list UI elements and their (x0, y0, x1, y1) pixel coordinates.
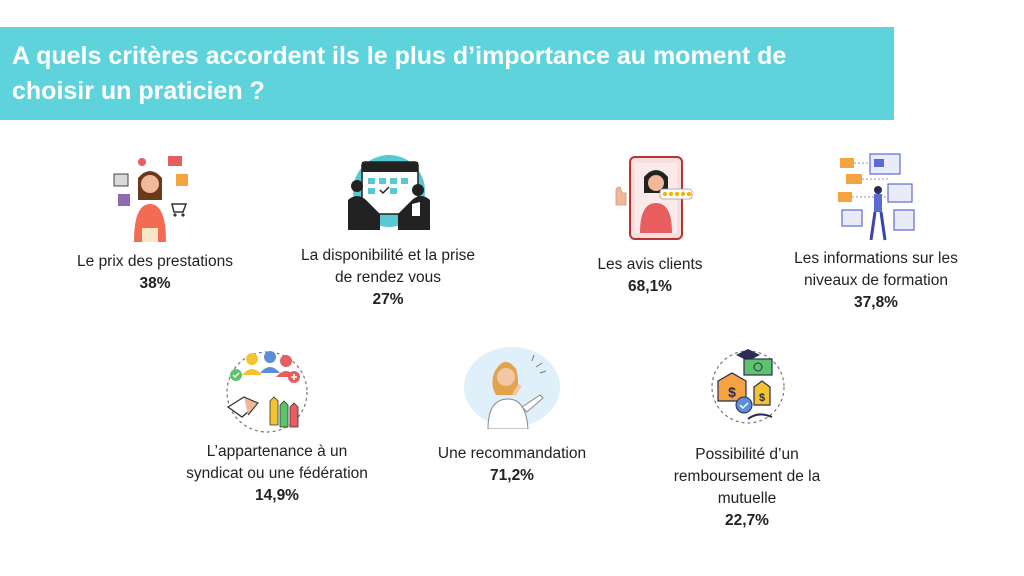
criterion-value: 22,7% (725, 512, 769, 529)
woman-with-prices-icon (110, 148, 200, 243)
svg-text:$: $ (759, 392, 765, 404)
criterion-availability: La disponibilité et la prise de rendez v… (298, 148, 478, 318)
criterion-recommendation: Une recommandation 71,2% (420, 347, 604, 492)
criterion-label: Les informations sur les niveaux de form… (794, 250, 958, 289)
criterion-value: 68,1% (628, 278, 672, 295)
training-dashboard-icon (836, 152, 921, 242)
criterion-training: Les informations sur les niveaux de form… (778, 150, 974, 320)
union-group-icon (222, 347, 312, 437)
criterion-reviews: Les avis clients 68,1% (570, 150, 730, 300)
criterion-label: L’appartenance à un syndicat ou une fédé… (186, 443, 368, 482)
criterion-value: 27% (372, 291, 404, 308)
svg-text:$: $ (728, 384, 736, 400)
criterion-value: 71,2% (490, 467, 534, 484)
criterion-label: Une recommandation (437, 445, 587, 462)
criterion-value: 37,8% (854, 294, 898, 311)
criterion-union: L’appartenance à un syndicat ou une fédé… (184, 347, 370, 537)
criterion-label: La disponibilité et la prise de rendez v… (300, 247, 476, 286)
criterion-price: Le prix des prestations 38% (60, 148, 250, 298)
page-title: A quels critères accordent ils le plus d… (12, 42, 787, 105)
woman-pointing-icon (462, 347, 562, 429)
calendar-handshake-icon (348, 150, 430, 232)
criterion-value: 38% (139, 275, 171, 292)
criterion-label: Possibilité d’un remboursement de la mut… (673, 446, 821, 507)
criterion-refund: $ $ Possibilité d’un remboursement de la… (650, 347, 844, 537)
criterion-label: Les avis clients (597, 256, 703, 273)
phone-review-icon (608, 155, 693, 240)
criterion-label: Le prix des prestations (77, 253, 233, 270)
title-banner: A quels critères accordent ils le plus d… (0, 27, 894, 120)
criterion-value: 14,9% (255, 487, 299, 504)
money-refund-icon: $ $ (708, 347, 788, 427)
